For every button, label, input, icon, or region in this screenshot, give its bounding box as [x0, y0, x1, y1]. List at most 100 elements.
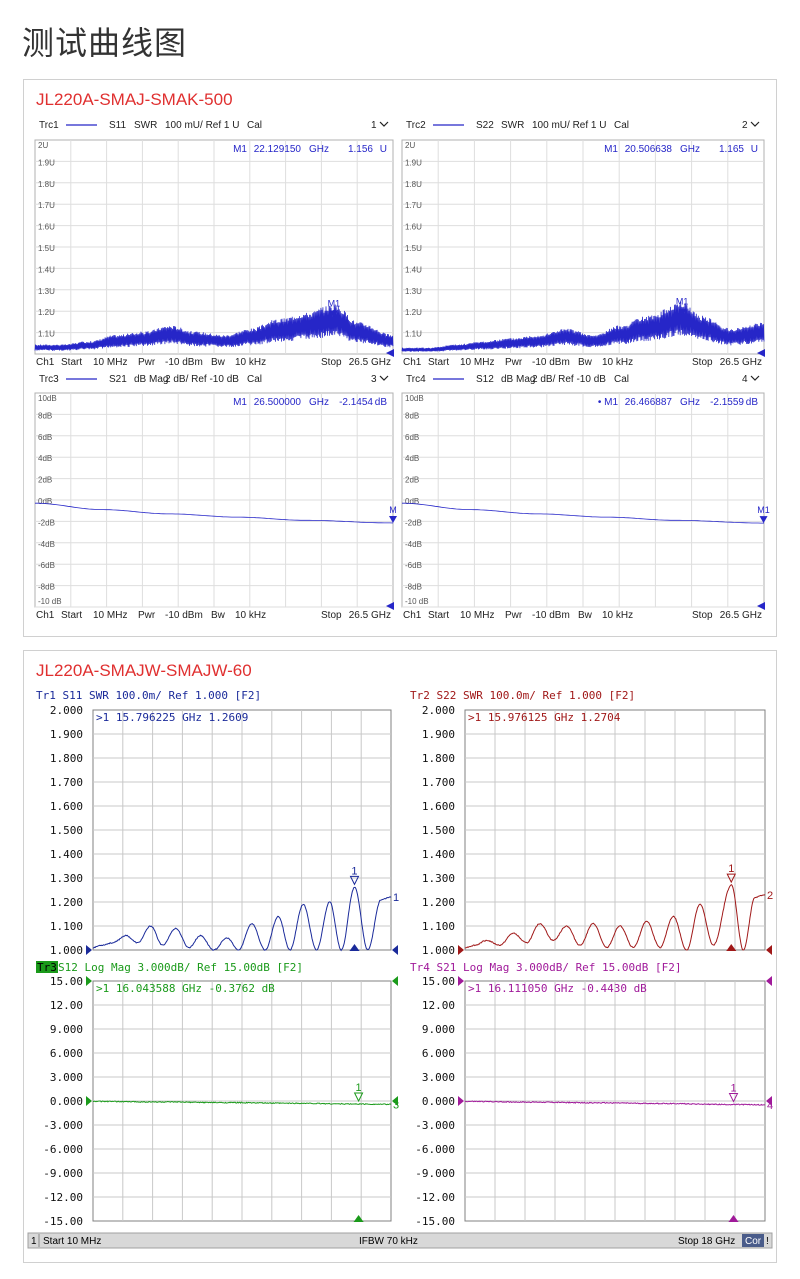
footer-stop-value: 26.5 GHz: [349, 610, 391, 621]
marker-label: M: [389, 505, 397, 515]
trace-end-label: 3: [393, 1099, 399, 1111]
marker-label: 1: [351, 865, 357, 877]
marker-readout-name: M1: [233, 397, 247, 408]
y-tick-label: -12.00: [415, 1191, 455, 1204]
y-tick-label: 1.300: [50, 872, 83, 885]
marker-label: M1: [328, 299, 341, 309]
marker-triangle: [329, 310, 338, 318]
reference-right-arrow: [392, 945, 398, 955]
y-tick-label: 1.4U: [405, 265, 422, 274]
vna-screen-1: Trc1 S11 SWR 100 mU/ Ref 1 U Cal 12U1.9U1.8U1…: [34, 120, 770, 621]
marker-readout-value: 1.165: [719, 144, 744, 155]
reference-right-arrow: [766, 1096, 772, 1106]
trace-format: SWR: [501, 120, 524, 131]
footer-channel: Ch1: [403, 357, 422, 368]
trace-line: [92, 1100, 392, 1106]
marker-readout-unit-freq: GHz: [309, 397, 329, 408]
status-excl: !: [766, 1236, 769, 1247]
y-tick-label: -10 dB: [405, 597, 429, 606]
reference-left-arrow: [458, 1096, 464, 1106]
footer-pwr-value: -10 dBm: [165, 357, 203, 368]
footer-pwr-label: Pwr: [138, 610, 156, 621]
reference-arrow: [757, 349, 765, 357]
reference-right-arrow: [392, 1096, 398, 1106]
y-tick-label: 2.000: [50, 704, 83, 717]
status-stop: Stop 18 GHz: [678, 1236, 735, 1247]
y-tick-label: 8dB: [38, 411, 52, 420]
y-tick-label: 10dB: [38, 394, 57, 403]
footer-channel: Ch1: [403, 610, 422, 621]
y-tick-label: 6dB: [38, 433, 52, 442]
marker-label: 1: [356, 1082, 362, 1094]
marker-triangle: [726, 873, 737, 884]
trace-format: dB Mag: [134, 374, 168, 385]
trace-id: Trc4: [406, 374, 426, 385]
y-tick-label: 1.9U: [38, 158, 55, 167]
y-tick-label: 1.3U: [38, 287, 55, 296]
trace-panel-1: Trc1 S11 SWR 100 mU/ Ref 1 U Cal 1 2U 1.9U 1.8U 1…: [34, 120, 394, 368]
marker-readout: >1 15.976125 GHz 1.2704: [468, 711, 621, 724]
marker-readout-name: • M1: [598, 397, 619, 408]
trace-cal: Cal: [614, 374, 629, 385]
y-tick-label: 6dB: [405, 433, 419, 442]
trace-line: [401, 301, 765, 352]
y-tick-label: 1.8U: [405, 180, 422, 189]
footer-bw-label: Bw: [211, 357, 226, 368]
marker-readout-unit: dB: [375, 397, 388, 408]
y-tick-label: -9.000: [415, 1167, 455, 1180]
reference-left-arrow: [86, 945, 92, 955]
measurement-card-1: JL220A-SMAJ-SMAK-500 Trc1 S11 SWR 100 mU/ R…: [23, 79, 777, 637]
marker-readout-name: M1: [604, 144, 618, 155]
y-tick-label: -6.000: [43, 1143, 83, 1156]
footer-start-value: 10 MHz: [93, 610, 127, 621]
trace-panel-tr4: Tr4 S21 Log Mag 3.000dB/ Ref 15.00dB [F2…: [410, 961, 773, 1228]
marker-readout-unit: U: [751, 144, 758, 155]
measurement-card-2: JL220A-SMAJW-SMAJW-60 Tr1 S11 SWR 100.0m…: [23, 650, 777, 1263]
chevron-down-icon: [750, 375, 760, 381]
y-tick-label: 1.200: [50, 896, 83, 909]
marker-triangle: [678, 308, 687, 316]
marker-triangle: [728, 1093, 739, 1103]
y-tick-label: -12.00: [43, 1191, 83, 1204]
scale-top-arrow: [766, 976, 772, 986]
y-tick-label: 4dB: [38, 454, 52, 463]
y-tick-label: 4dB: [405, 454, 419, 463]
y-tick-label: 6.000: [50, 1047, 83, 1060]
y-tick-label: 2dB: [38, 476, 52, 485]
trace-header: Tr4 S21 Log Mag 3.000dB/ Ref 15.00dB [F2…: [410, 961, 682, 974]
marker-readout-freq: 20.506638: [625, 144, 673, 155]
y-tick-label: 1.2U: [38, 308, 55, 317]
y-tick-label: 9.000: [50, 1023, 83, 1036]
trace-end-label: 1: [393, 892, 399, 904]
marker-readout-value: -2.1559: [710, 397, 744, 408]
y-tick-label: 12.00: [50, 999, 83, 1012]
trace-param: S22: [476, 120, 494, 131]
stimulus-marker-triangle: [726, 944, 737, 951]
marker-readout: >1 16.111050 GHz -0.4430 dB: [468, 982, 647, 995]
card-title: JL220A-SMAJ-SMAK-500: [36, 90, 233, 109]
y-tick-label: 1.9U: [405, 158, 422, 167]
y-tick-label: 1.700: [50, 776, 83, 789]
y-tick-label: 3.000: [50, 1071, 83, 1084]
chevron-down-icon: [750, 121, 760, 127]
marker-label: 1: [730, 1083, 736, 1095]
card-title: JL220A-SMAJW-SMAJW-60: [36, 661, 252, 680]
trace-header: Tr1 S11 SWR 100.0m/ Ref 1.000 [F2]: [36, 689, 261, 702]
footer-bw-value: 10 kHz: [235, 357, 266, 368]
scale-top-arrow: [458, 976, 464, 986]
y-tick-label: 1.600: [50, 800, 83, 813]
footer-start-value: 10 MHz: [460, 357, 494, 368]
trace-scale: 100 mU/ Ref 1 U: [532, 120, 606, 131]
y-tick-label: 1.400: [50, 848, 83, 861]
reference-arrow: [386, 602, 394, 610]
status-bar-bg: [27, 1232, 773, 1249]
trace-line: [464, 1100, 766, 1106]
marker-readout-freq: 26.466887: [625, 397, 673, 408]
y-tick-label: 8dB: [405, 411, 419, 420]
y-tick-label: 1.500: [50, 824, 83, 837]
trace-format: dB Mag: [501, 374, 535, 385]
y-tick-label: 2U: [38, 141, 48, 150]
y-tick-label: 1.5U: [405, 244, 422, 253]
y-tick-label: 2.000: [422, 704, 455, 717]
